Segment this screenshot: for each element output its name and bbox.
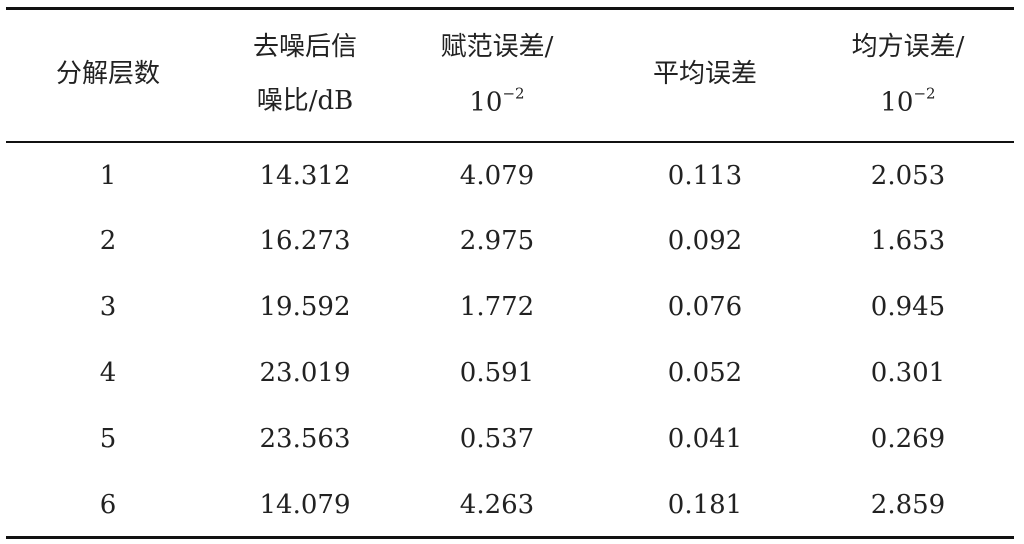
- table-cell: 0.041: [667, 424, 743, 454]
- table-cell: 0.076: [667, 292, 743, 322]
- header-cell: 赋范误差/: [440, 32, 554, 62]
- table-cell: 1.772: [459, 292, 535, 322]
- table-cell: 14.312: [259, 161, 351, 191]
- header-rule: [6, 141, 1014, 143]
- table-cell: 0.181: [667, 490, 743, 520]
- table-cell: 0.537: [459, 424, 535, 454]
- table-cell: 0.301: [870, 358, 946, 388]
- header-unit: 10−2: [469, 84, 525, 118]
- top-rule: [6, 7, 1014, 10]
- unit-base: 10: [469, 87, 503, 118]
- unit-exponent: −2: [913, 84, 936, 103]
- table-cell: 0.945: [870, 292, 946, 322]
- table-cell: 4.263: [459, 490, 535, 520]
- table-cell: 0.092: [667, 226, 743, 256]
- table-cell: 2.975: [459, 226, 535, 256]
- table-cell: 1.653: [870, 226, 946, 256]
- header-unit: 10−2: [880, 84, 936, 118]
- table-cell: 4.079: [459, 161, 535, 191]
- table-cell: 4: [99, 358, 117, 388]
- unit-exponent: −2: [502, 84, 525, 103]
- table-cell: 14.079: [259, 490, 351, 520]
- bottom-rule: [6, 536, 1014, 539]
- table-cell: 0.591: [459, 358, 535, 388]
- header-cell: 平均误差: [652, 59, 758, 89]
- table-cell: 16.273: [259, 226, 351, 256]
- table-cell: 0.269: [870, 424, 946, 454]
- table-cell: 1: [99, 161, 117, 191]
- table-cell: 0.052: [667, 358, 743, 388]
- header-cell: 分解层数: [55, 59, 161, 89]
- table-cell: 19.592: [259, 292, 351, 322]
- table-cell: 3: [99, 292, 117, 322]
- table-cell: 2.053: [870, 161, 946, 191]
- table-cell: 2: [99, 226, 117, 256]
- table-cell: 6: [99, 490, 117, 520]
- unit-base: 10: [880, 87, 914, 118]
- table-cell: 23.019: [259, 358, 351, 388]
- header-cell: 噪比/dB: [256, 86, 354, 116]
- table-cell: 23.563: [259, 424, 351, 454]
- header-cell: 去噪后信: [252, 32, 358, 62]
- header-cell: 均方误差/: [851, 32, 965, 62]
- table-cell: 0.113: [667, 161, 743, 191]
- table-cell: 2.859: [870, 490, 946, 520]
- table-cell: 5: [99, 424, 117, 454]
